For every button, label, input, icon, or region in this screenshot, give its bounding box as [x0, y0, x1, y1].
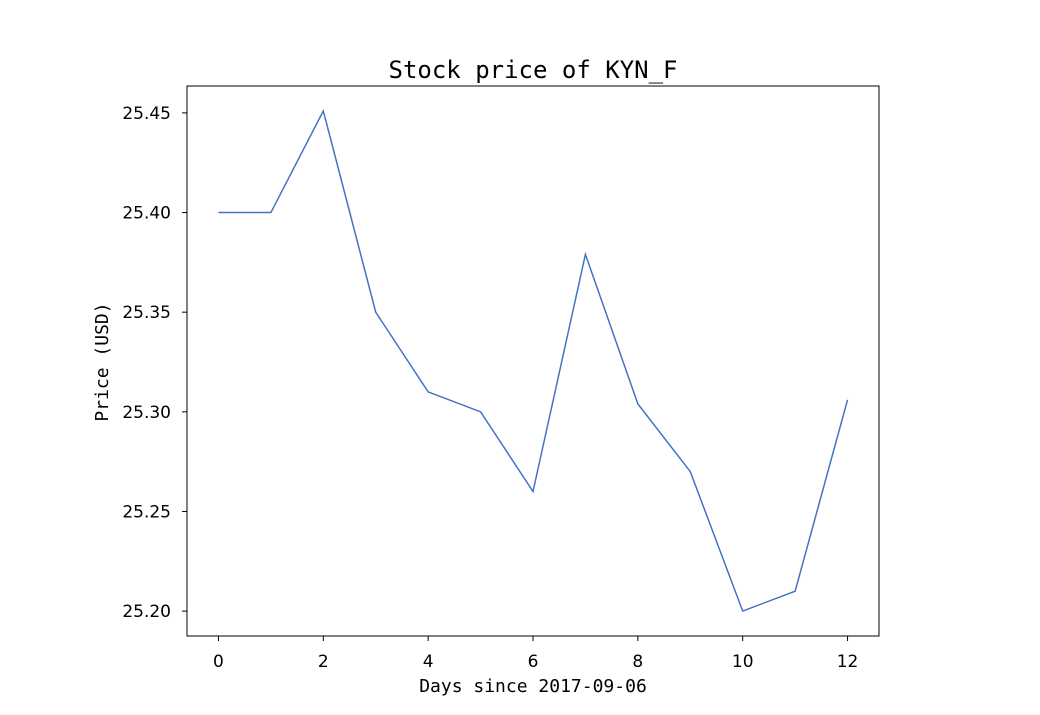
- y-tick-label: 25.45: [122, 104, 171, 124]
- x-tick-label: 10: [732, 652, 754, 672]
- x-tick-label: 2: [318, 652, 329, 672]
- x-tick-label: 4: [423, 652, 434, 672]
- x-tick-label: 6: [528, 652, 539, 672]
- x-tick-label: 8: [632, 652, 643, 672]
- y-tick-label: 25.35: [122, 303, 171, 323]
- y-axis-label: Price (USD): [92, 302, 113, 421]
- x-axis-label: Days since 2017-09-06: [419, 676, 647, 697]
- plot-area: 0 2 4 6 8 10 12 25.20 25.25 25.30 25.35 25.40 25.45: [122, 85, 880, 672]
- y-tick-label: 25.30: [122, 403, 171, 423]
- y-tick-label: 25.40: [122, 204, 171, 224]
- x-tick-label: 0: [213, 652, 224, 672]
- y-tick-label: 25.20: [122, 602, 171, 622]
- y-tick-label: 25.25: [122, 502, 171, 522]
- price-line: [218, 108, 849, 613]
- x-tick-label: 12: [837, 652, 859, 672]
- chart-title: Stock price of KYN_F: [389, 56, 678, 84]
